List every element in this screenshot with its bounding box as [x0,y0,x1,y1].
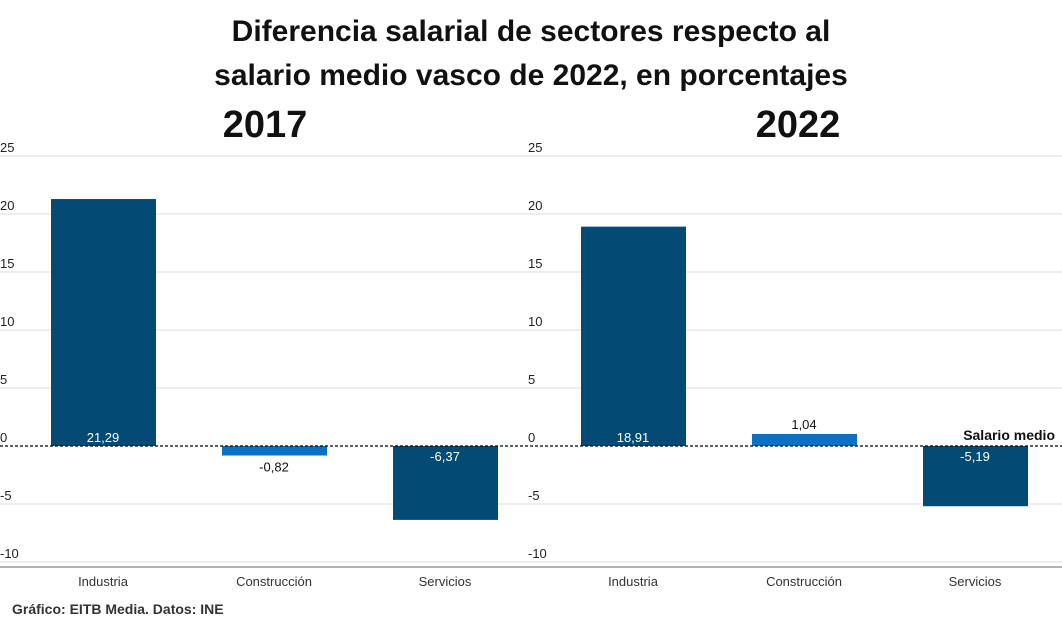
value-label-2022-construcción: 1,04 [791,417,816,432]
bar-2022-industria [581,226,686,446]
panel-title-2017: 2017 [222,104,308,146]
y-tick-label-2022-10: 10 [528,314,542,329]
y-tick-label-2022--10: -10 [528,546,547,561]
y-tick-label-2017-5: 5 [0,372,7,387]
bar-2017-construcción [222,446,327,456]
y-tick-label-2017-15: 15 [0,256,14,271]
x-tick-label-2017-servicios: Servicios [419,574,472,589]
bar-2022-construcción [752,433,857,446]
y-tick-label-2022-20: 20 [528,198,542,213]
source-credit: Gráfico: EITB Media. Datos: INE [12,601,224,617]
y-tick-label-2017--5: -5 [0,488,12,503]
value-label-2017-industria: 21,29 [87,430,120,445]
chart-title-line-2: salario medio vasco de 2022, en porcenta… [214,59,848,92]
value-label-2017-construcción: -0,82 [259,460,289,475]
x-tick-label-2022-servicios: Servicios [949,574,1002,589]
y-tick-label-2022-0: 0 [528,430,535,445]
bar-2022-servicios [923,446,1028,507]
y-tick-label-2017-20: 20 [0,198,14,213]
y-tick-label-2022-15: 15 [528,256,542,271]
y-tick-label-2017-10: 10 [0,314,14,329]
value-label-2022-servicios: -5,19 [960,449,990,464]
bar-2017-industria [51,199,156,446]
y-tick-label-2017--10: -10 [0,546,19,561]
reference-line-label: Salario medio [963,427,1055,443]
y-tick-label-2017-25: 25 [0,140,14,155]
y-tick-label-2022-25: 25 [528,140,542,155]
y-tick-label-2022--5: -5 [528,488,540,503]
chart-title: Diferencia salarial de sectores respecto… [0,10,1062,98]
y-tick-label-2017-0: 0 [0,430,7,445]
y-tick-label-2022-5: 5 [528,372,535,387]
value-label-2022-industria: 18,91 [617,430,650,445]
x-tick-label-2022-industria: Industria [608,574,659,589]
bar-2017-servicios [393,446,498,520]
panel-title-2022: 2022 [755,104,841,146]
x-tick-label-2022-construcción: Construcción [766,574,842,589]
x-tick-label-2017-construcción: Construcción [236,574,312,589]
x-tick-label-2017-industria: Industria [78,574,129,589]
chart-title-line-1: Diferencia salarial de sectores respecto… [231,15,831,48]
value-label-2017-servicios: -6,37 [430,449,460,464]
